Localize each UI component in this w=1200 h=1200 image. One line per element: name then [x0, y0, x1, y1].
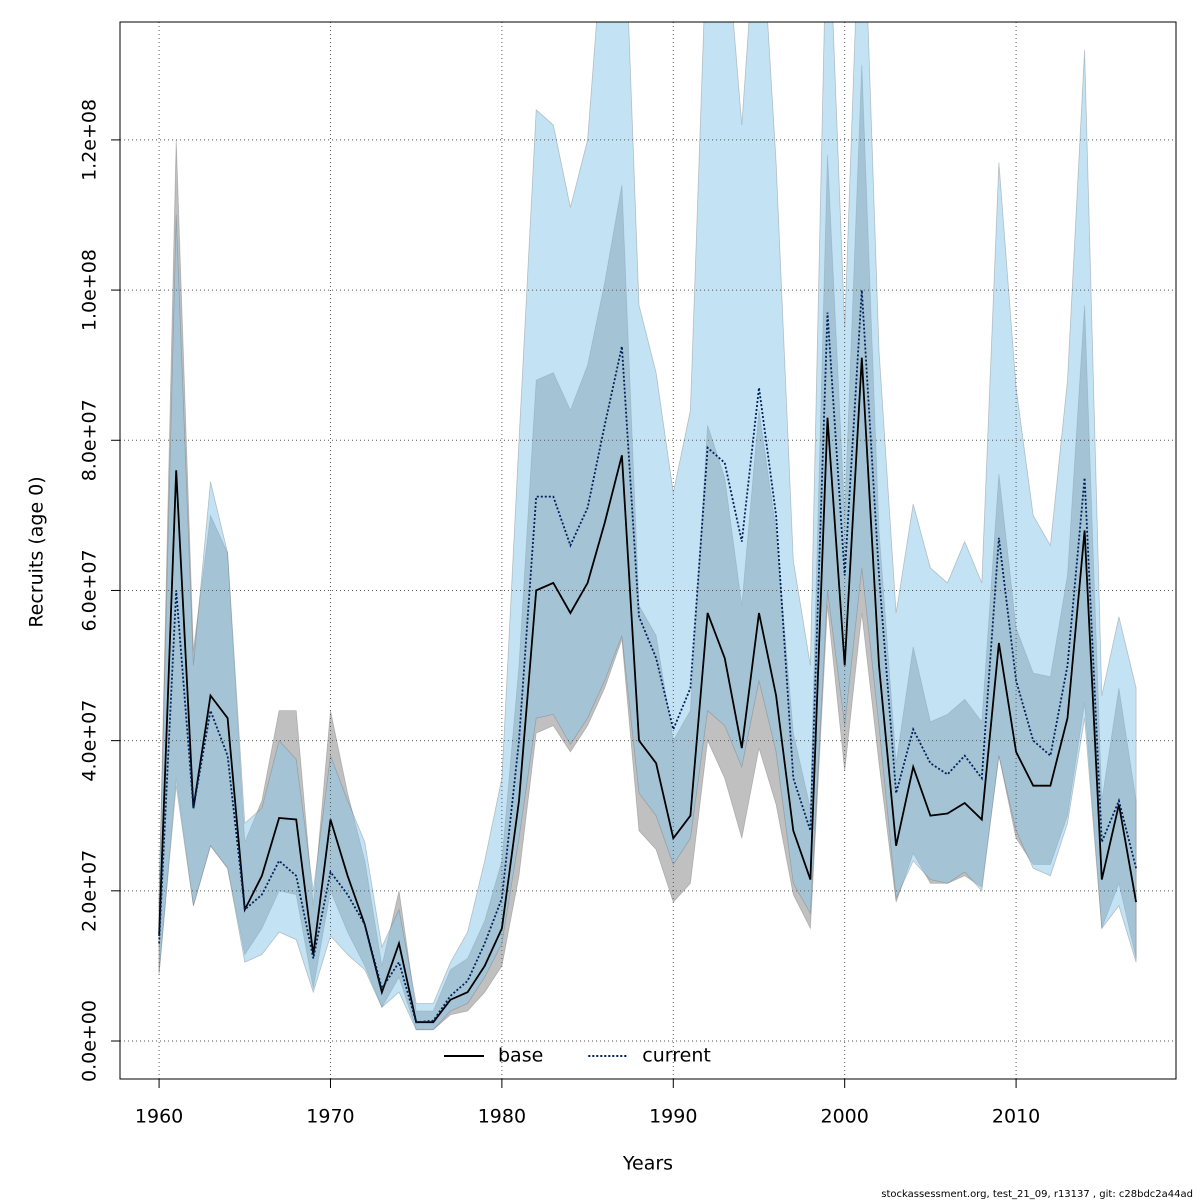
footnote: stockassessment.org, test_21_09, r13137 … — [881, 1189, 1193, 1200]
x-tick-label: 1990 — [649, 1106, 697, 1128]
y-tick-label: 1.0e+08 — [79, 249, 101, 331]
y-tick-label: 1.2e+08 — [79, 99, 101, 181]
plot-frame — [119, 21, 1177, 1080]
legend-label: base — [498, 1045, 543, 1067]
series-line — [158, 290, 1137, 1024]
legend-label: current — [642, 1045, 711, 1067]
y-tick-label: 4.0e+07 — [79, 700, 101, 782]
confidence-band — [158, 22, 1137, 1031]
y-tick-label: 2.0e+07 — [79, 850, 101, 932]
x-tick-label: 1970 — [306, 1106, 354, 1128]
series-line — [158, 357, 1137, 1024]
x-axis-label: Years — [622, 1153, 673, 1175]
x-tick-label: 2000 — [821, 1106, 869, 1128]
y-tick-label: 8.0e+07 — [79, 399, 101, 481]
grid — [120, 22, 1176, 1079]
legend: base current — [444, 1045, 711, 1067]
y-tick-label: 6.0e+07 — [79, 549, 101, 631]
bands — [158, 22, 1137, 1031]
y-tick-label: 0.0e+00 — [79, 1000, 101, 1082]
x-tick-label: 2010 — [992, 1106, 1040, 1128]
x-tick-label: 1980 — [478, 1106, 526, 1128]
lines — [158, 290, 1137, 1024]
axes: 0.0e+00 2.0e+07 4.0e+07 6.0e+07 8.0e+07 1.0e+… — [79, 99, 1041, 1128]
x-tick-label: 1960 — [135, 1106, 183, 1128]
y-axis-label: Recruits (age 0) — [26, 476, 48, 627]
